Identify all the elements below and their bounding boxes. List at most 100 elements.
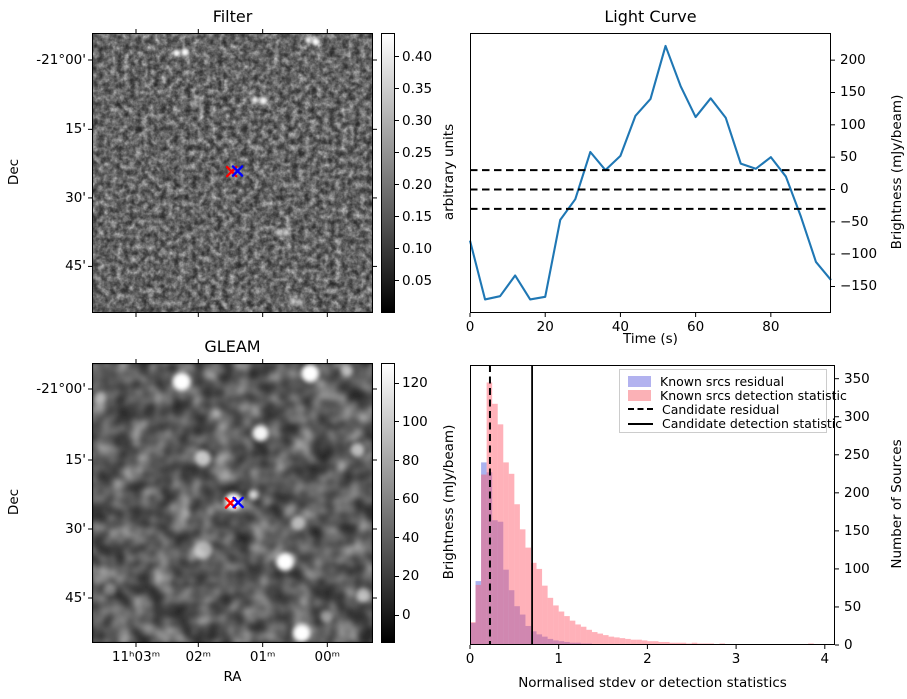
gleam-y-axis-label: Dec: [6, 488, 22, 516]
histogram-y-axis-label: Number of Sources: [889, 439, 905, 569]
known-detection-swatch-icon: [628, 389, 651, 401]
colorbar-tick: [395, 152, 399, 154]
colorbar-tick: [395, 575, 399, 577]
colorbar-tick: [395, 280, 399, 282]
colorbar-tick-label: 0.25: [402, 144, 433, 161]
count-tick-label: 300: [844, 408, 870, 425]
panel-filter-svg: [88, 29, 377, 317]
time-tick-label: 60: [687, 319, 705, 335]
colorbar-tick-label: 0.35: [402, 80, 433, 97]
dec-tick-label: -21°00': [36, 381, 86, 397]
time-tick-label: 80: [762, 319, 780, 335]
filter-colorbar: [381, 33, 395, 313]
colorbar-tick: [395, 120, 399, 122]
solid-line-icon: [628, 422, 653, 425]
count-tick-label: 250: [844, 446, 870, 463]
light-curve-panel: [468, 33, 835, 317]
brightness-tick-label: 100: [840, 116, 866, 133]
colorbar-tick: [395, 460, 399, 462]
dec-tick-label: 15': [65, 451, 86, 468]
colorbar-tick: [395, 248, 399, 250]
time-tick-label: 20: [536, 319, 554, 335]
brightness-tick-label: 0: [840, 181, 849, 198]
brightness-tick-label: 150: [840, 84, 866, 101]
dashed-line-icon: [628, 408, 653, 411]
colorbar-tick-label: 0: [402, 607, 411, 623]
legend-label-known-residual: Known srcs residual: [660, 373, 785, 389]
gleam-x-axis-label: RA: [223, 669, 242, 685]
dec-tick-label: 45': [65, 258, 86, 275]
count-tick-label: 50: [844, 598, 862, 615]
legend-label-candidate-residual: Candidate residual: [662, 401, 780, 417]
brightness-tick-label: −100: [840, 246, 878, 263]
dec-tick-label: 45': [65, 590, 86, 606]
filter-image-panel: [88, 29, 377, 317]
dec-tick-label: 15': [65, 121, 86, 138]
colorbar-tick-label: 120: [402, 375, 428, 392]
colorbar-tick-label: 0.05: [402, 272, 433, 289]
count-tick-label: 150: [844, 522, 870, 539]
colorbar-tick: [395, 56, 399, 58]
count-tick-label: 350: [844, 370, 870, 387]
colorbar-tick-label: 40: [402, 529, 420, 546]
colorbar-tick-label: 0.15: [402, 208, 433, 225]
gleam-title: GLEAM: [204, 337, 261, 356]
count-tick-label: 200: [844, 484, 870, 501]
known-residual-swatch-icon: [628, 375, 651, 387]
legend-label-known-detection: Known srcs detection statistic: [660, 387, 847, 403]
histogram-legend: Known srcs residual Known srcs detection…: [619, 369, 847, 433]
colorbar-tick-label: 60: [402, 491, 420, 508]
colorbar-tick: [395, 498, 399, 500]
stat-tick-label: 0: [465, 651, 475, 667]
colorbar-tick: [395, 614, 399, 616]
colorbar-tick: [395, 421, 399, 423]
colorbar-tick-label: 0.30: [402, 112, 433, 129]
ra-tick-label: 01ᵐ: [249, 649, 276, 665]
count-tick-label: 100: [844, 560, 870, 577]
colorbar-tick: [395, 184, 399, 186]
panel-lc-svg: [468, 33, 835, 317]
filter-y-axis-label: Dec: [6, 158, 22, 186]
light-curve-y-axis-label: Brightness (mJy/beam): [889, 94, 905, 250]
histogram-panel: [469, 365, 839, 649]
ra-tick-label: 02ᵐ: [185, 649, 212, 665]
count-tick-label: 0: [844, 637, 853, 653]
legend-row-known-residual: Known srcs residual: [628, 373, 818, 389]
time-tick-label: 40: [611, 319, 629, 335]
colorbar-tick-label: 20: [402, 568, 420, 585]
colorbar-tick: [395, 216, 399, 218]
colorbar-tick-label: 0.10: [402, 240, 433, 257]
colorbar-tick-label: 0.40: [402, 48, 433, 65]
stat-tick-label: 4: [820, 651, 830, 667]
histogram-x-axis-label: Normalised stdev or detection statistics: [518, 675, 787, 691]
legend-row-candidate-residual: Candidate residual: [628, 401, 818, 417]
dec-tick-label: -21°00': [36, 51, 86, 68]
stat-tick-label: 3: [731, 651, 741, 667]
legend-label-candidate-detection: Candidate detection statistic: [662, 416, 843, 432]
gleam-image-panel: [88, 359, 377, 647]
gleam-colorbar-label: Brightness (mJy/beam): [441, 424, 457, 580]
dec-tick-label: 30': [65, 521, 86, 537]
light-curve-title: Light Curve: [604, 7, 697, 26]
stat-tick-label: 1: [554, 651, 563, 667]
legend-row-known-detection: Known srcs detection statistic: [628, 388, 847, 403]
legend-row-candidate-detection: Candidate detection statistic: [628, 416, 842, 431]
colorbar-tick-label: 0.20: [402, 176, 433, 193]
colorbar-tick-label: 100: [402, 413, 428, 430]
ra-tick-label: 11ʰ03ᵐ: [111, 649, 161, 665]
stat-tick-label: 2: [643, 651, 652, 667]
colorbar-tick: [395, 537, 399, 539]
brightness-tick-label: −150: [840, 278, 878, 295]
time-tick-label: 0: [465, 319, 475, 335]
dec-tick-label: 30': [65, 189, 86, 206]
gleam-colorbar: [381, 363, 395, 643]
light-curve-x-axis-label: Time (s): [623, 331, 678, 347]
brightness-tick-label: 200: [840, 52, 866, 69]
filter-colorbar-label: arbitrary units: [441, 123, 457, 221]
panel-gleam-svg: [88, 359, 377, 647]
brightness-tick-label: 50: [840, 149, 858, 166]
colorbar-tick: [395, 88, 399, 90]
filter-title: Filter: [212, 7, 253, 26]
colorbar-tick-label: 80: [402, 452, 420, 469]
